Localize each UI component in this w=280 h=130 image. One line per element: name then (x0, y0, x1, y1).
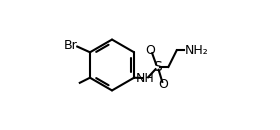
Text: O: O (158, 78, 168, 91)
Text: O: O (146, 44, 155, 57)
Text: S: S (153, 60, 162, 74)
Text: NH₂: NH₂ (185, 44, 209, 57)
Text: Br: Br (64, 39, 78, 52)
Text: NH: NH (136, 72, 154, 85)
